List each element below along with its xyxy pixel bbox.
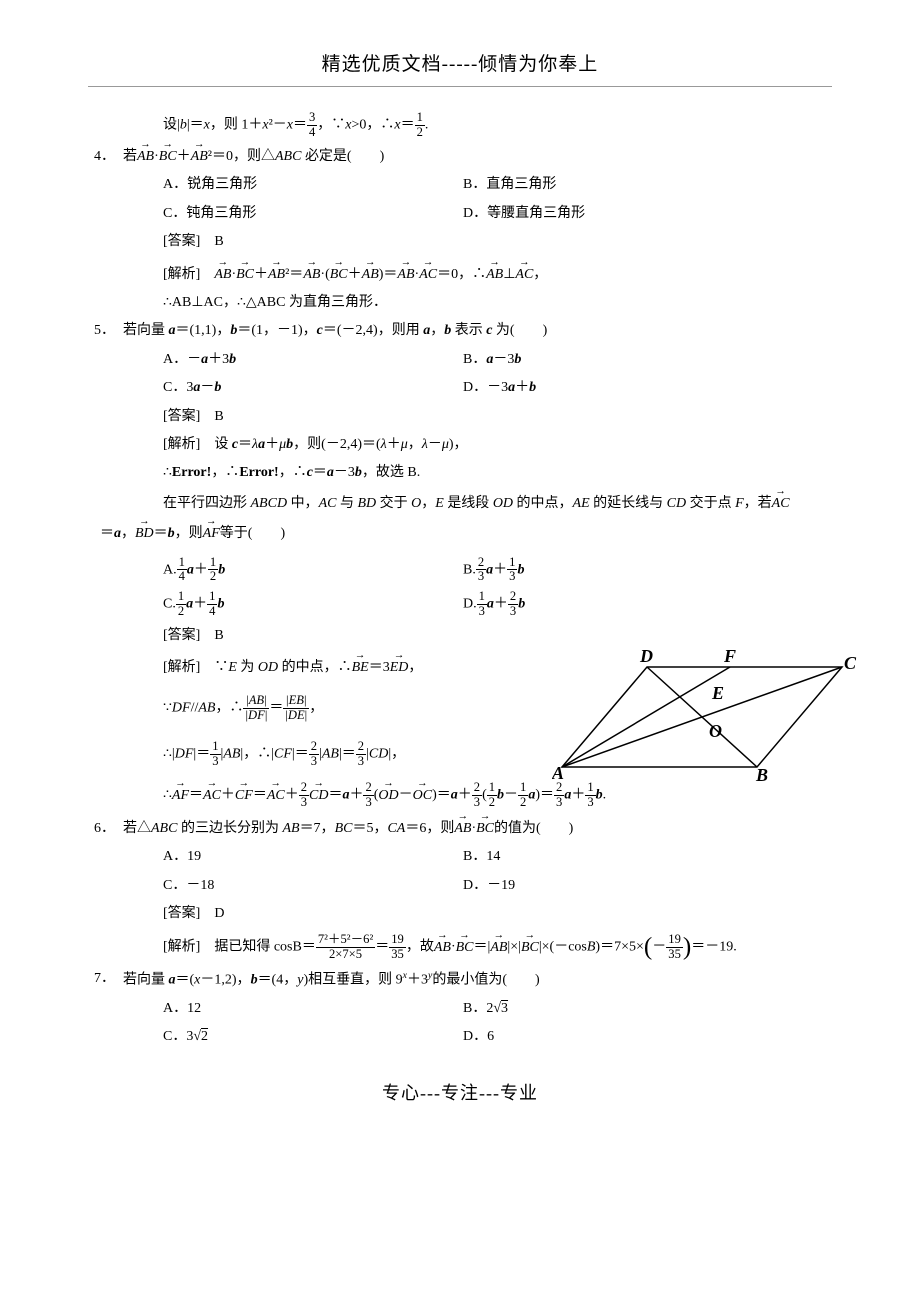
answer-label: [答案] B	[88, 231, 832, 253]
option-b: B．直角三角形	[463, 174, 832, 196]
option-d: D．等腰直角三角形	[463, 203, 832, 225]
analysis-cont: ∴Error!，∴Error!，∴c＝a－3b，故选 B.	[88, 462, 832, 484]
option-c: C.12a＋14b	[163, 590, 463, 619]
svg-text:E: E	[711, 683, 724, 703]
options-row: C．－18 D．－19	[88, 875, 832, 897]
option-b: B．a－3b	[463, 349, 832, 371]
option-b: B.23a＋13b	[463, 556, 832, 585]
answer-label: [答案] B	[88, 625, 832, 647]
options-row: C．钝角三角形 D．等腰直角三角形	[88, 203, 832, 225]
question-5: 5． 若向量 a＝(1,1)，b＝(1，－1)，c＝(－2,4)，则用 a，b …	[88, 320, 832, 342]
analysis: [解析] 据已知得 cosB＝7²＋5²－6²2×7×5＝1935，故AB·BC…	[88, 933, 832, 962]
options-row: C.12a＋14b D.13a＋23b	[88, 590, 832, 619]
question-stem: 若△ABC 的三边长分别为 AB＝7，BC＝5，CA＝6，则AB·BC的值为( …	[123, 818, 832, 840]
question-number: 6．	[88, 818, 123, 840]
svg-text:D: D	[639, 647, 653, 666]
options-row: C．3a－b D．－3a＋b	[88, 377, 832, 399]
options-row: A．锐角三角形 B．直角三角形	[88, 174, 832, 196]
options-row: A．19 B．14	[88, 846, 832, 868]
question-6: 6． 若△ABC 的三边长分别为 AB＝7，BC＝5，CA＝6，则AB·BC的值…	[88, 818, 832, 840]
options-row: A．－a＋3b B．a－3b	[88, 349, 832, 371]
option-a: A.14a＋12b	[163, 556, 463, 585]
option-a: A．19	[163, 846, 463, 868]
para-stem-1: 在平行四边形 ABCD 中，AC 与 BD 交于 O，E 是线段 OD 的中点，…	[88, 493, 832, 515]
question-4: 4． 若AB·BC＋AB²＝0，则△ABC 必定是( )	[88, 146, 832, 168]
question-stem: 若向量 a＝(1,1)，b＝(1，－1)，c＝(－2,4)，则用 a，b 表示 …	[123, 320, 832, 342]
option-d: D．－19	[463, 875, 832, 897]
option-c: C．3a－b	[163, 377, 463, 399]
options-row: A．12 B．2√3	[88, 998, 832, 1020]
para-stem-2: ＝a，BD＝b，则AF等于( )	[88, 523, 832, 545]
question-number: 5．	[88, 320, 123, 342]
option-d: D．－3a＋b	[463, 377, 832, 399]
option-a: A．锐角三角形	[163, 174, 463, 196]
option-c: C．钝角三角形	[163, 203, 463, 225]
page-header: 精选优质文档-----倾情为你奉上	[88, 50, 832, 87]
intro-text: 设|b|＝x，则 1＋x²－x＝34，∵x>0，∴x＝12.	[88, 111, 832, 140]
svg-text:O: O	[709, 721, 722, 741]
parallelogram-diagram: D F C E O A B	[552, 647, 862, 797]
question-7: 7． 若向量 a＝(x－1,2)，b＝(4，y)相互垂直，则 9x＋3y的最小值…	[88, 968, 832, 992]
svg-text:B: B	[755, 765, 768, 785]
svg-text:A: A	[552, 763, 564, 783]
page-footer: 专心---专注---专业	[88, 1079, 832, 1108]
option-a: A．12	[163, 998, 463, 1020]
question-number: 4．	[88, 146, 123, 168]
svg-text:C: C	[844, 653, 857, 673]
option-d: D．6	[463, 1026, 832, 1048]
question-number: 7．	[88, 968, 123, 992]
analysis: [解析] AB·BC＋AB²＝AB·(BC＋AB)＝AB·AC＝0，∴AB⊥AC…	[88, 264, 832, 286]
option-c: C．－18	[163, 875, 463, 897]
options-row: A.14a＋12b B.23a＋13b	[88, 556, 832, 585]
option-b: B．14	[463, 846, 832, 868]
question-stem: 若AB·BC＋AB²＝0，则△ABC 必定是( )	[123, 146, 832, 168]
analysis-cont: ∴AB⊥AC，∴△ABC 为直角三角形．	[88, 292, 832, 314]
option-b: B．2√3	[463, 998, 832, 1020]
option-c: C．3√2	[163, 1026, 463, 1048]
options-row: C．3√2 D．6	[88, 1026, 832, 1048]
answer-label: [答案] B	[88, 406, 832, 428]
answer-label: [答案] D	[88, 903, 832, 925]
question-stem: 若向量 a＝(x－1,2)，b＝(4，y)相互垂直，则 9x＋3y的最小值为( …	[123, 968, 832, 992]
option-a: A．－a＋3b	[163, 349, 463, 371]
analysis: [解析] 设 c＝λa＋μb，则(－2,4)＝(λ＋μ，λ－μ)，	[88, 434, 832, 456]
option-d: D.13a＋23b	[463, 590, 832, 619]
svg-text:F: F	[723, 647, 736, 666]
